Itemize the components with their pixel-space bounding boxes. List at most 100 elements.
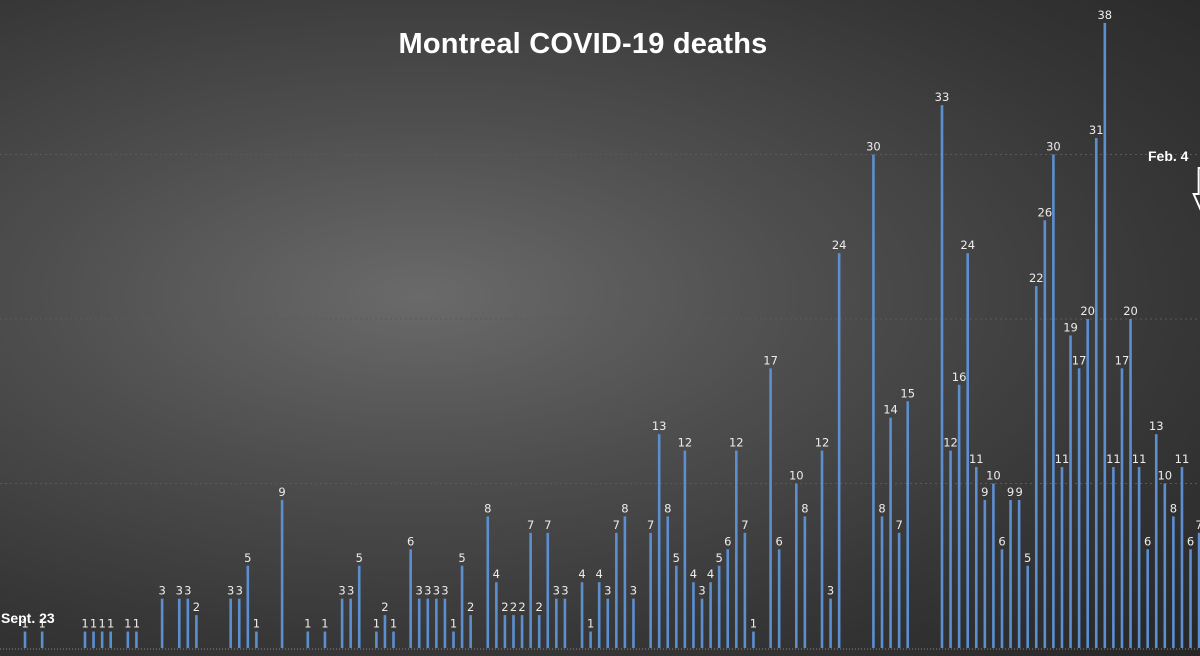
data-label: 7: [544, 518, 551, 532]
data-label: 31: [1089, 123, 1104, 137]
bar: [529, 532, 532, 648]
bar: [1120, 368, 1124, 648]
data-label: 8: [1170, 501, 1177, 515]
data-label: 9: [1007, 485, 1014, 499]
bar: [1129, 319, 1132, 648]
data-label: 1: [253, 617, 260, 631]
data-label: 4: [596, 567, 603, 581]
data-label: 8: [878, 501, 885, 515]
bar: [435, 598, 438, 648]
data-label: 12: [729, 436, 744, 450]
data-label: 3: [630, 584, 637, 598]
bar: [1077, 368, 1081, 648]
bar: [957, 384, 961, 648]
bar: [1060, 467, 1064, 648]
bar: [803, 516, 807, 648]
data-label: 3: [441, 584, 448, 598]
bar: [623, 516, 627, 648]
data-label: 5: [1024, 551, 1031, 565]
data-label: 6: [998, 534, 1005, 548]
bar: [486, 516, 490, 648]
bar: [657, 434, 661, 648]
data-label: 17: [763, 353, 778, 367]
bar: [940, 105, 944, 648]
bar: [743, 532, 747, 648]
bar: [1000, 549, 1004, 648]
data-label: 10: [986, 469, 1001, 483]
bar: [229, 598, 232, 648]
bar: [92, 631, 95, 648]
data-label: 4: [690, 567, 697, 581]
data-label: 3: [158, 584, 165, 598]
data-label: 3: [424, 584, 431, 598]
data-label: 8: [664, 501, 671, 515]
data-label: 5: [673, 551, 680, 565]
bar: [709, 582, 712, 648]
data-label: 13: [652, 419, 667, 433]
bar: [597, 582, 601, 648]
data-label: 12: [815, 436, 830, 450]
end-date-label: Feb. 4: [1148, 148, 1189, 164]
bar: [777, 549, 781, 648]
bar: [1154, 434, 1158, 648]
data-label: 9: [981, 485, 988, 499]
data-label: 20: [1123, 304, 1138, 318]
data-label: 7: [527, 518, 534, 532]
bar: [392, 631, 395, 648]
data-label: 12: [678, 436, 693, 450]
bar: [195, 615, 198, 648]
data-label: 11: [1175, 452, 1190, 466]
bar: [323, 631, 327, 648]
bar: [880, 516, 884, 648]
down-arrow-icon: [1192, 167, 1200, 211]
bar: [237, 598, 241, 648]
bar: [512, 615, 515, 648]
data-label: 4: [707, 567, 714, 581]
data-label: 8: [484, 501, 491, 515]
data-label: 2: [536, 600, 543, 614]
data-label: 1: [450, 617, 457, 631]
bar: [1009, 499, 1012, 648]
bar: [1103, 22, 1107, 648]
bar: [897, 532, 901, 648]
bar: [443, 598, 447, 648]
data-label: 6: [407, 534, 414, 548]
data-label: 38: [1097, 8, 1112, 22]
data-label: 7: [895, 518, 902, 532]
bar: [966, 253, 969, 648]
bar: [1172, 516, 1175, 648]
bar: [40, 631, 44, 648]
data-label: 4: [493, 567, 500, 581]
data-label: 14: [883, 403, 898, 417]
data-label: 3: [176, 584, 183, 598]
data-label: 1: [133, 617, 140, 631]
data-label: 1: [390, 617, 397, 631]
data-label: 11: [1132, 452, 1147, 466]
bar: [726, 549, 730, 648]
bar: [949, 450, 952, 648]
data-label: 10: [1157, 469, 1172, 483]
bar: [829, 598, 832, 648]
bar: [820, 450, 824, 648]
data-label: 24: [832, 238, 847, 252]
bar: [1043, 220, 1047, 649]
bar: [23, 631, 27, 648]
data-label: 1: [21, 617, 28, 631]
data-label: 7: [647, 518, 654, 532]
chart-title: Montreal COVID-19 deaths: [398, 28, 768, 60]
bar: [580, 582, 584, 648]
data-label: 3: [227, 584, 234, 598]
bar: [246, 565, 250, 648]
bar: [417, 598, 421, 648]
data-label: 22: [1029, 271, 1044, 285]
bar: [683, 450, 687, 648]
bar: [1034, 286, 1038, 648]
bar: [503, 615, 507, 648]
data-label: 2: [518, 600, 525, 614]
bar: [375, 631, 378, 648]
data-label: 1: [304, 617, 311, 631]
data-label: 19: [1063, 320, 1078, 334]
data-label: 2: [510, 600, 517, 614]
data-label: 12: [943, 436, 958, 450]
